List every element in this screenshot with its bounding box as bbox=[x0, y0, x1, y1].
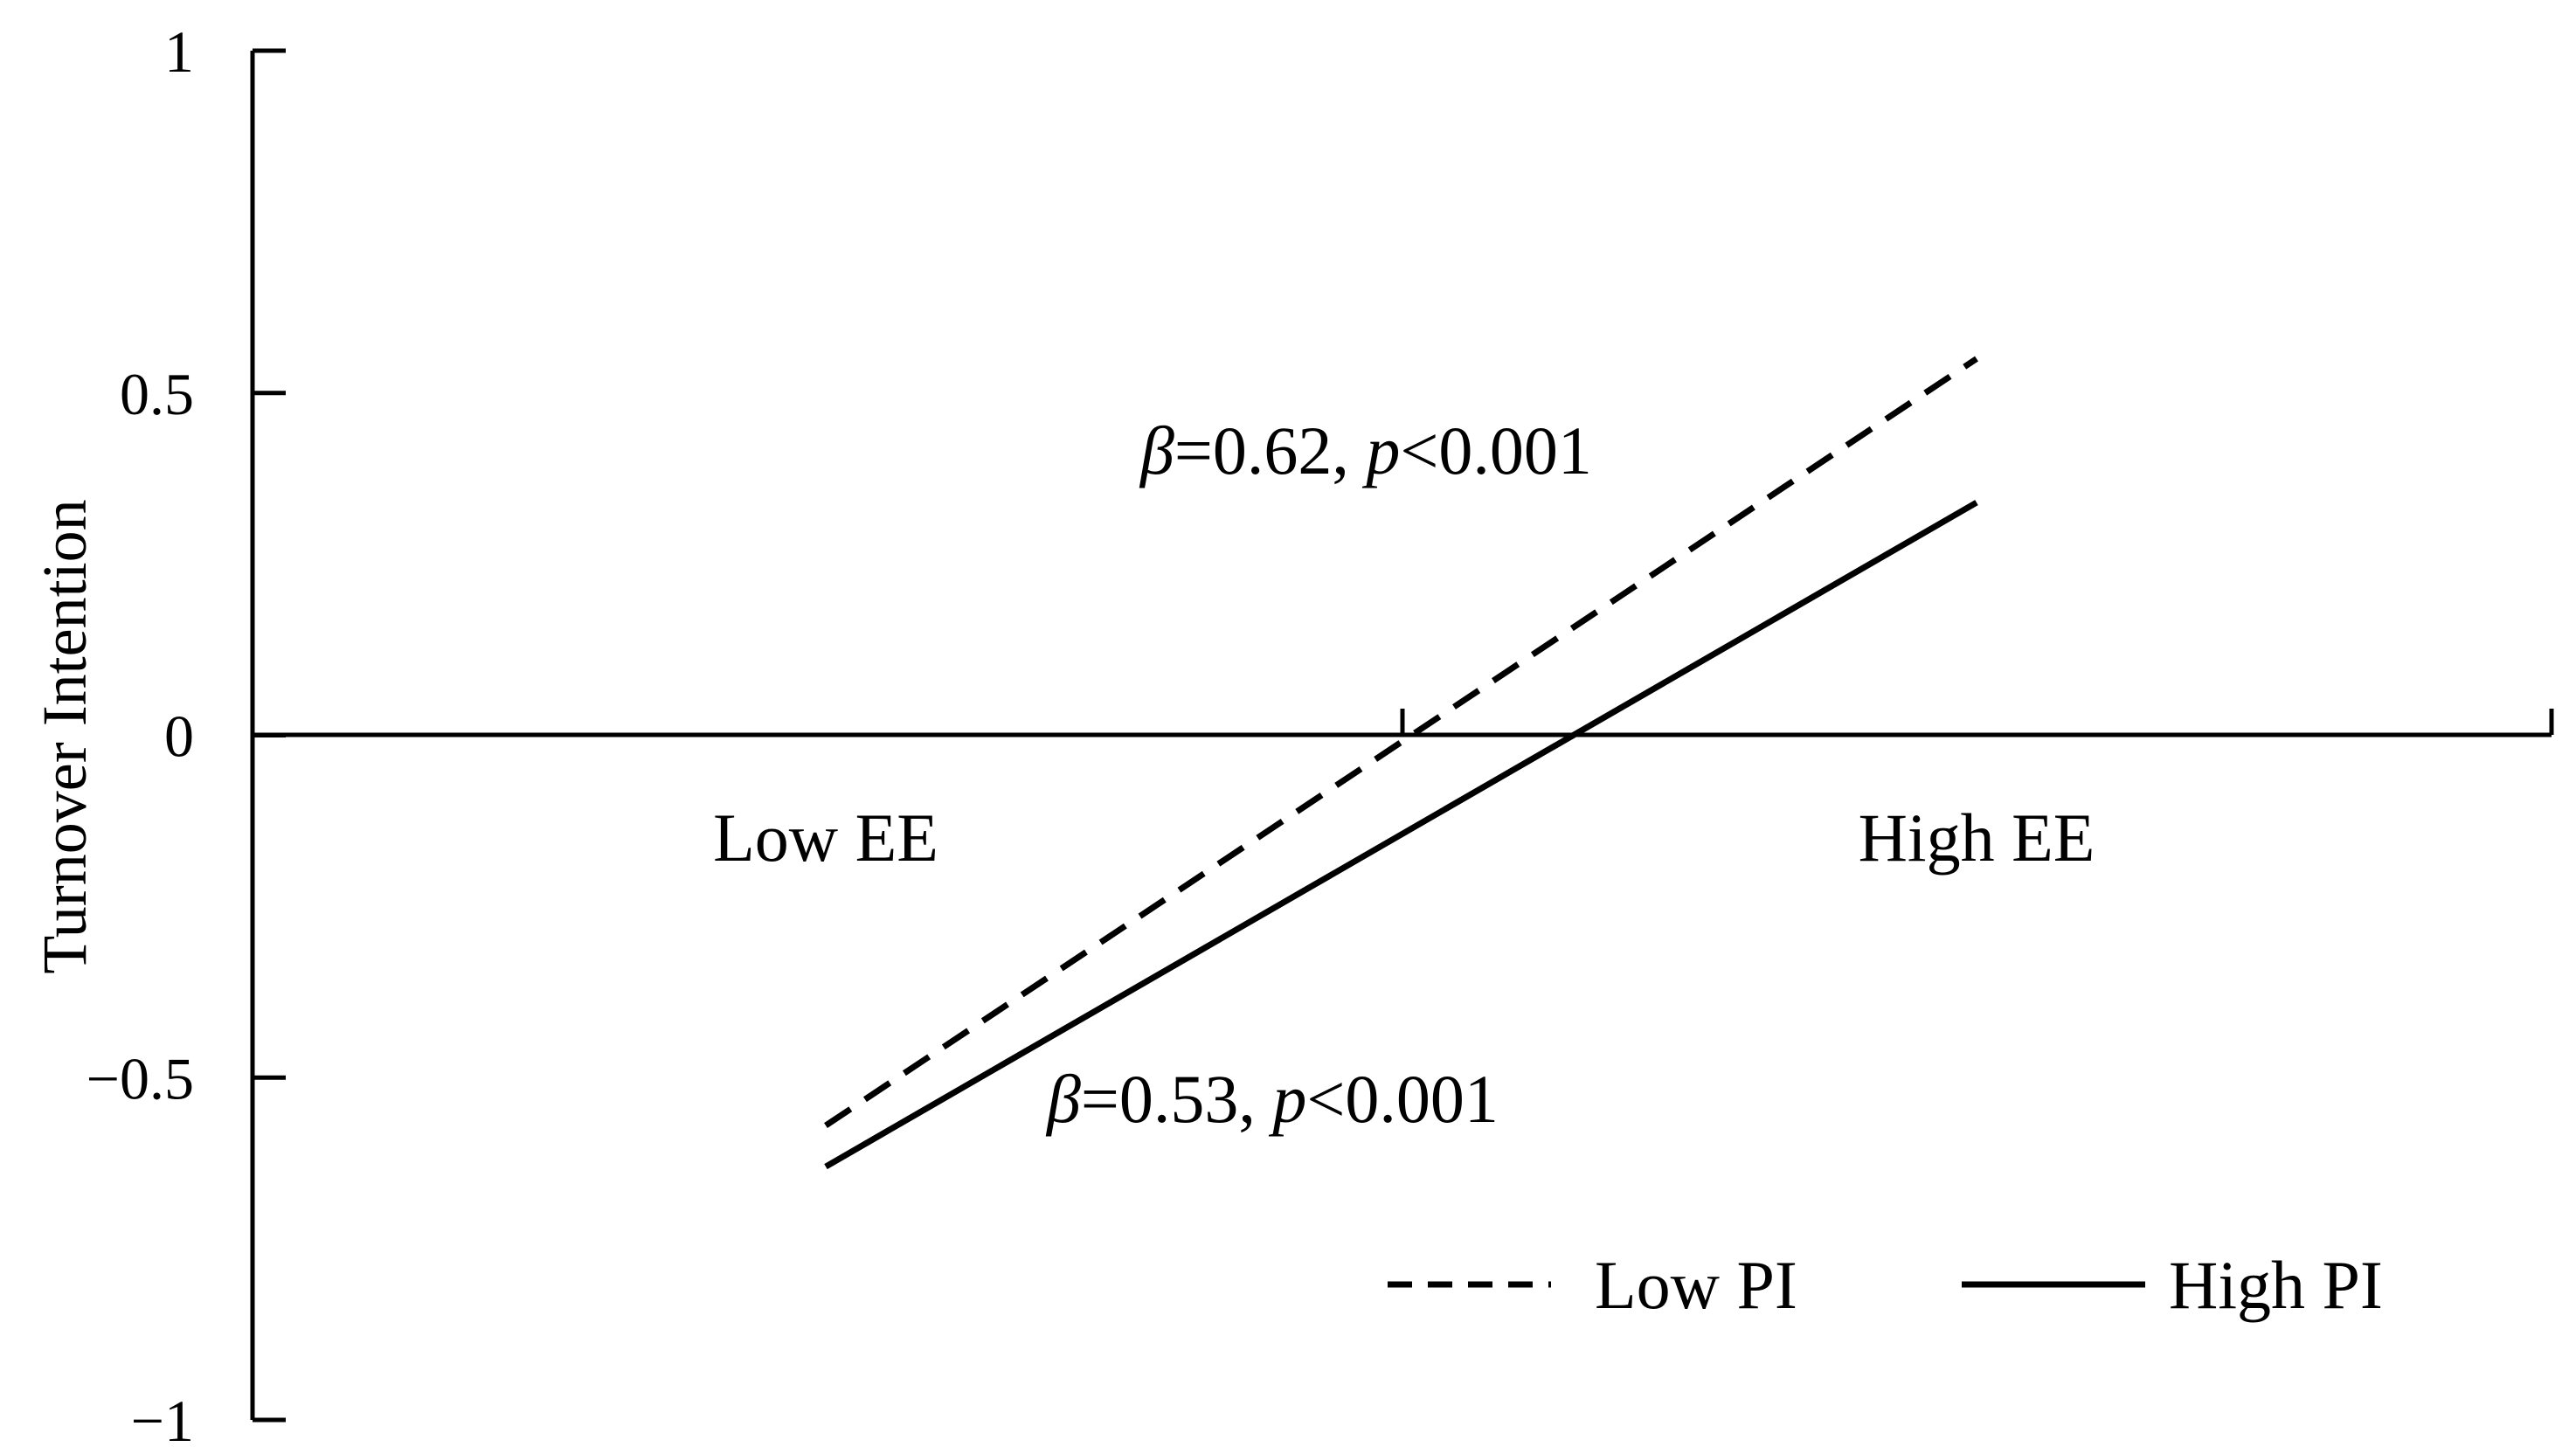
legend-low-pi-label: Low PI bbox=[1595, 1247, 1797, 1323]
y-tick-label: −1 bbox=[131, 1388, 194, 1447]
y-axis-title: Turnover Intention bbox=[30, 499, 100, 973]
x-axis-category-labels: Low EE High EE bbox=[713, 800, 2095, 876]
low-pi-p-symbol: p bbox=[1361, 412, 1400, 488]
low-pi-beta-value: =0.62, bbox=[1174, 412, 1367, 488]
low-pi-p-value: <0.001 bbox=[1400, 412, 1592, 488]
legend-high-pi-label: High PI bbox=[2169, 1247, 2383, 1323]
y-tick-label: 0 bbox=[164, 703, 194, 770]
high-pi-series-line bbox=[824, 500, 1978, 1170]
low-pi-beta-symbol: β bbox=[1139, 412, 1174, 488]
low-pi-slope-annotation: β=0.62, p<0.001 bbox=[1139, 412, 1592, 488]
low-pi-series-line bbox=[824, 356, 1978, 1129]
y-tick-label: 1 bbox=[164, 18, 194, 85]
y-tick-label: 0.5 bbox=[120, 361, 194, 427]
series-lines bbox=[824, 356, 1978, 1170]
x-axis: Low EE High EE bbox=[250, 709, 2554, 876]
high-pi-p-symbol: p bbox=[1268, 1061, 1306, 1137]
high-pi-beta-value: =0.53, bbox=[1081, 1061, 1273, 1137]
x-category-label: Low EE bbox=[713, 800, 938, 876]
y-axis: 1 0.5 0 −0.5 −1 bbox=[87, 18, 286, 1447]
y-axis-ticks: 1 0.5 0 −0.5 −1 bbox=[87, 18, 286, 1447]
x-category-label: High EE bbox=[1859, 800, 2095, 876]
y-tick-label: −0.5 bbox=[87, 1045, 194, 1111]
legend: Low PI High PI bbox=[1388, 1247, 2383, 1323]
high-pi-beta-symbol: β bbox=[1045, 1061, 1081, 1137]
high-pi-p-value: <0.001 bbox=[1306, 1061, 1499, 1137]
high-pi-slope-annotation: β=0.53, p<0.001 bbox=[1045, 1061, 1499, 1137]
